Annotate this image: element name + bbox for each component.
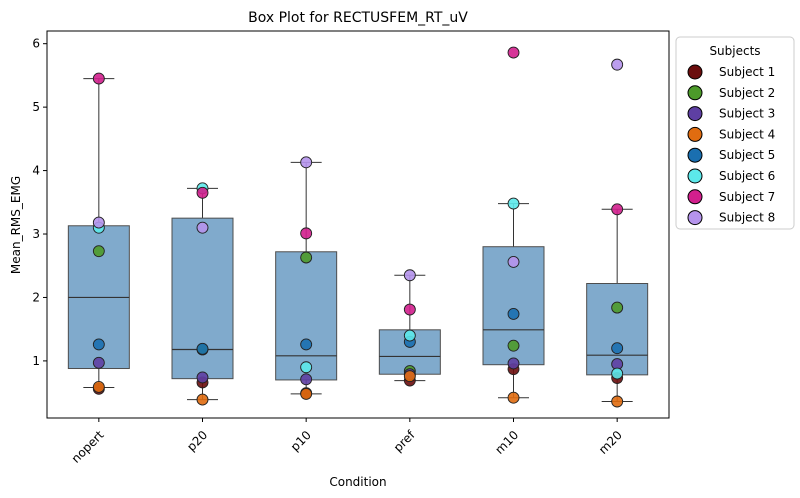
legend-label: Subject 6	[719, 169, 775, 183]
data-point	[611, 301, 624, 314]
legend-label: Subject 2	[719, 86, 775, 100]
x-axis-label: Condition	[329, 475, 386, 489]
data-point	[196, 221, 209, 234]
y-tick-label: 5	[32, 100, 40, 114]
data-point	[300, 373, 313, 386]
data-point	[611, 203, 624, 216]
data-point	[196, 342, 209, 355]
series-subject-8	[92, 58, 624, 282]
legend-item: Subject 4	[687, 126, 775, 142]
data-point	[507, 255, 520, 268]
data-point	[507, 308, 520, 320]
plot-area: 1 2 3 4 5 6 nopert p20 p10 pref m10 m20	[32, 30, 670, 466]
legend-item: Subject 7	[687, 189, 775, 205]
data-point	[403, 269, 416, 282]
data-point	[92, 380, 105, 393]
legend-label: Subject 4	[719, 127, 775, 141]
y-tick-label: 3	[32, 227, 40, 241]
legend-marker	[687, 106, 703, 122]
data-point	[611, 342, 624, 355]
data-point	[300, 361, 313, 374]
box-p20	[171, 187, 234, 401]
y-tick-label: 4	[32, 164, 40, 178]
data-point	[611, 58, 624, 71]
legend-marker	[687, 147, 703, 163]
data-point	[300, 338, 313, 351]
data-point	[403, 329, 416, 342]
legend-item: Subject 1	[687, 64, 775, 80]
y-tick-label: 1	[32, 354, 40, 368]
x-tick-label-p10: p10	[288, 428, 314, 454]
data-point	[300, 251, 313, 264]
legend-marker	[687, 126, 703, 142]
series-subject-4	[92, 370, 624, 408]
data-point	[196, 393, 209, 406]
data-point	[507, 357, 520, 370]
data-point	[92, 245, 105, 258]
box-iqr	[275, 251, 338, 381]
legend-label: Subject 5	[719, 148, 775, 162]
legend-box	[675, 36, 795, 230]
y-tick-label: 6	[32, 37, 40, 51]
legend-title: Subjects	[709, 44, 760, 58]
y-axis-label: Mean_RMS_EMG	[9, 176, 23, 274]
data-point	[507, 197, 520, 210]
legend-label: Subject 7	[719, 190, 775, 204]
data-point	[196, 371, 209, 384]
plot-frame	[46, 30, 670, 419]
data-point	[92, 356, 105, 369]
data-point	[611, 367, 624, 380]
legend-item: Subject 5	[687, 147, 775, 163]
legend-marker	[687, 189, 703, 205]
x-tick-label-pref: pref	[391, 427, 418, 454]
legend-item: Subject 2	[687, 85, 775, 101]
data-point	[507, 46, 520, 59]
data-point	[92, 338, 105, 351]
legend-item: Subject 8	[687, 210, 775, 226]
data-point	[507, 339, 520, 352]
legend: Subjects Subject 1 Subject 2 Subject 3 Subje…	[675, 36, 795, 230]
data-point	[92, 216, 105, 229]
data-point	[196, 186, 209, 199]
legend-marker	[687, 85, 703, 101]
x-tick-label-p20: p20	[184, 428, 210, 454]
data-point	[300, 156, 313, 169]
series-subject-5	[92, 308, 624, 355]
series-subject-7	[92, 46, 624, 316]
x-tick-label-nopert: nopert	[69, 428, 107, 466]
legend-marker	[687, 210, 703, 226]
legend-marker	[687, 168, 703, 184]
x-tick-label-m10: m10	[492, 428, 521, 457]
box-pref	[378, 274, 441, 382]
data-point	[300, 227, 313, 240]
legend-label: Subject 8	[719, 211, 775, 225]
legend-label: Subject 1	[719, 65, 775, 79]
box-p10	[275, 161, 338, 395]
legend-item: Subject 3	[687, 106, 775, 122]
data-point	[92, 72, 105, 85]
data-point	[300, 387, 313, 400]
chart-title: Box Plot for RECTUSFEM_RT_uV	[248, 10, 468, 26]
x-tick-label-m20: m20	[596, 428, 625, 457]
legend-label: Subject 3	[719, 107, 775, 121]
data-point	[611, 395, 624, 408]
legend-marker	[687, 64, 703, 80]
data-point	[403, 303, 416, 316]
data-point	[403, 370, 416, 383]
data-point	[507, 391, 520, 404]
legend-item: Subject 6	[687, 168, 775, 184]
y-tick-label: 2	[32, 290, 40, 304]
